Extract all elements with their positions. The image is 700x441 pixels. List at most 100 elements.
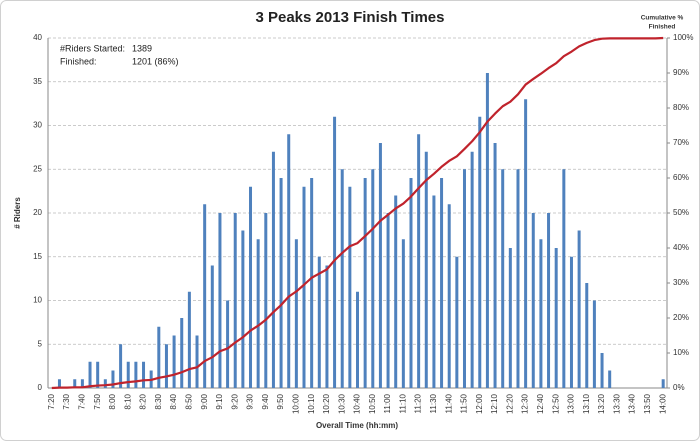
x-tick-label: 12:20 [505, 393, 514, 414]
x-tick-label: 7:40 [77, 393, 86, 409]
bar [241, 230, 245, 388]
bar [279, 178, 283, 388]
chart-title: 3 Peaks 2013 Finish Times [255, 9, 444, 26]
y2-tick-label: 80% [673, 103, 689, 112]
cumulative-line [51, 36, 664, 390]
x-tick-label: 9:30 [246, 393, 255, 409]
bar [317, 256, 321, 388]
x-tick-label: 13:20 [597, 393, 606, 414]
bar [470, 151, 474, 388]
bar [485, 73, 489, 388]
bar [88, 361, 92, 388]
x-tick-label: 7:30 [62, 393, 71, 409]
y-tick-label: 40 [33, 33, 42, 42]
bar [508, 248, 512, 388]
bar [172, 335, 176, 388]
x-tick-label: 11:40 [444, 393, 453, 413]
y2-tick-label: 40% [673, 243, 689, 252]
bar [142, 361, 146, 388]
x-axis-label: Overall Time (hh:mm) [316, 421, 398, 430]
bar [569, 256, 573, 388]
x-tick-label: 8:40 [169, 393, 178, 409]
annotation-label: Finished: [60, 56, 97, 66]
bar [447, 204, 451, 388]
bar [264, 213, 268, 388]
bar [164, 344, 168, 388]
bar [80, 379, 84, 388]
x-tick-label: 12:10 [490, 393, 499, 414]
bar [157, 326, 161, 388]
bar [340, 169, 344, 388]
y-tick-label: 0 [38, 383, 43, 392]
x-tick-label: 12:50 [551, 393, 560, 414]
x-tick-label: 13:50 [643, 393, 652, 414]
x-tick-label: 9:00 [200, 393, 209, 409]
x-tick-label: 12:40 [536, 393, 545, 414]
y-tick-label: 30 [33, 121, 42, 130]
bar [180, 318, 184, 388]
y2-tick-label: 0% [673, 383, 685, 392]
bar [96, 361, 100, 388]
bar [516, 169, 520, 388]
y2-tick-label: 20% [673, 313, 689, 322]
bar [111, 370, 115, 388]
y-tick-label: 25 [33, 164, 42, 173]
x-tick-label: 10:20 [322, 393, 331, 414]
x-tick-label: 11:50 [460, 393, 469, 413]
x-tick-label: 10:30 [337, 393, 346, 414]
y2-tick-label: 90% [673, 68, 689, 77]
bar [455, 256, 459, 388]
annotation-text: 1201 (86%) [132, 56, 179, 66]
bar [333, 116, 337, 388]
bar [562, 169, 566, 388]
bar [226, 300, 230, 388]
bar [294, 239, 298, 388]
bar [524, 99, 528, 388]
bar [432, 195, 436, 388]
bar [539, 239, 543, 388]
bar [310, 178, 314, 388]
bar [203, 204, 207, 388]
bar [501, 169, 505, 388]
x-tick-label: 10:00 [291, 393, 300, 414]
y2-tick-label: 30% [673, 278, 689, 287]
bar [462, 169, 466, 388]
x-tick-label: 8:30 [154, 393, 163, 409]
x-tick-label: 8:50 [184, 393, 193, 409]
bar [233, 213, 237, 388]
bar [394, 195, 398, 388]
x-tick-label: 9:20 [230, 393, 239, 409]
bar [325, 265, 329, 388]
y-tick-label: 5 [38, 339, 43, 348]
y2-tick-label: 70% [673, 138, 689, 147]
x-tick-label: 7:20 [47, 393, 56, 409]
y-axis-label: # Riders [13, 197, 22, 229]
y-tick-label: 15 [33, 252, 42, 261]
bar [348, 186, 352, 388]
x-tick-label: 9:50 [276, 393, 285, 409]
x-tick-label: 10:10 [307, 393, 316, 414]
y2-tick-label: 100% [673, 33, 693, 42]
y2-axis-label: Finished [649, 24, 676, 31]
y2-tick-label: 60% [673, 173, 689, 182]
bar [73, 379, 77, 388]
bar [371, 169, 375, 388]
bar [547, 213, 551, 388]
x-tick-label: 8:00 [108, 393, 117, 409]
bar [287, 134, 291, 388]
bar [592, 300, 596, 388]
x-tick-label: 11:30 [429, 393, 438, 413]
bar [271, 151, 275, 388]
bar [249, 186, 253, 388]
y2-tick-label: 10% [673, 348, 689, 357]
bar [356, 291, 359, 388]
x-tick-label: 14:00 [658, 393, 667, 414]
bar [126, 361, 130, 388]
x-tick-label: 12:00 [475, 393, 484, 414]
bar [57, 379, 61, 388]
x-tick-label: 13:40 [628, 393, 637, 414]
bar [608, 370, 612, 388]
bar [478, 116, 482, 388]
y-tick-label: 10 [33, 296, 42, 305]
bar [218, 213, 222, 388]
